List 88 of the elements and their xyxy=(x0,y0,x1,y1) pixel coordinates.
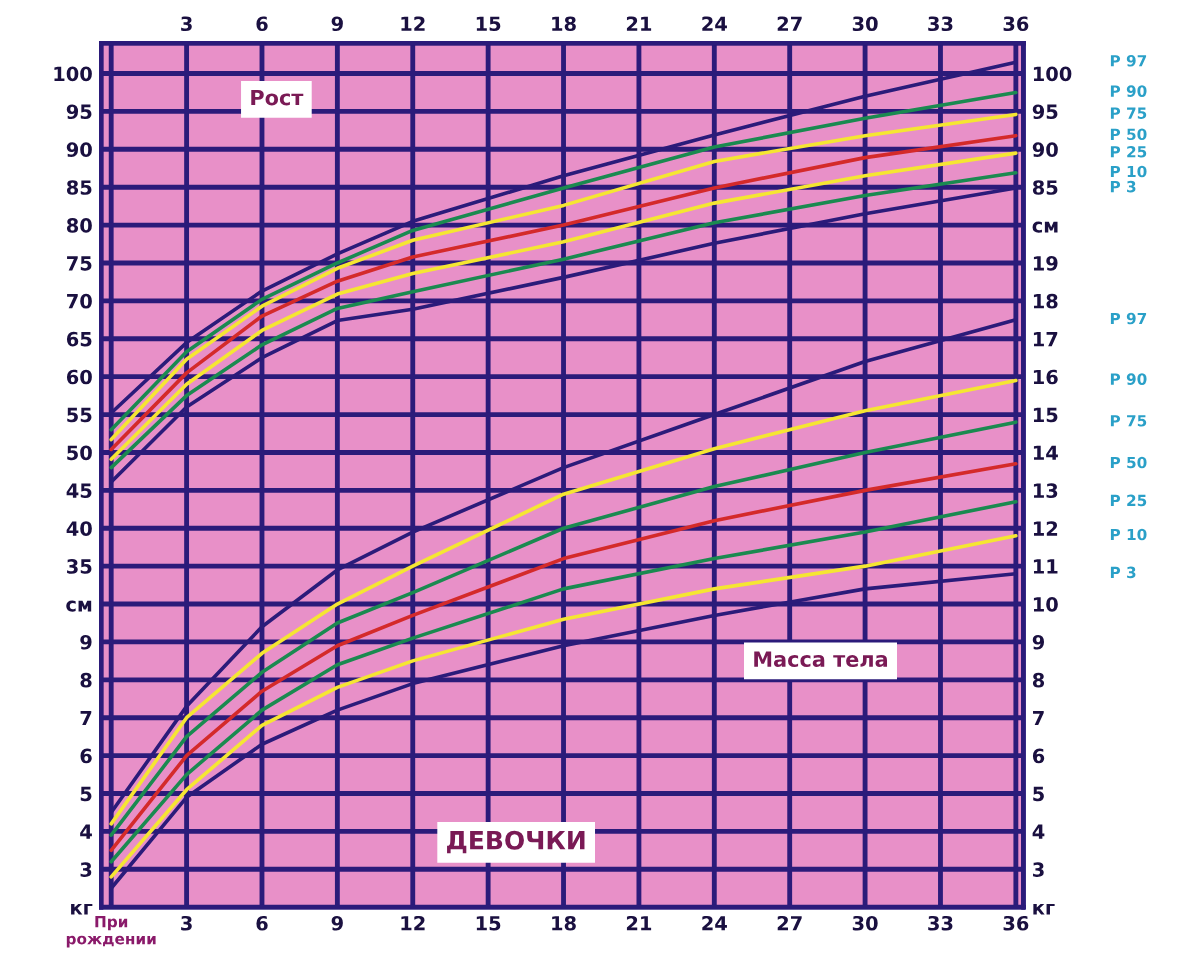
y2-tick-label: 10 xyxy=(1033,597,1058,612)
y2-tick-label: 85 xyxy=(1032,180,1058,195)
y-tick-label: см xyxy=(66,600,92,612)
y2-tick-label: 12 xyxy=(1033,521,1058,536)
y2-tick-label: 17 xyxy=(1033,331,1058,347)
y2-tick-label: 16 xyxy=(1033,369,1058,385)
y-tick-label: 75 xyxy=(67,256,92,271)
x2-tick-label: 24 xyxy=(702,16,727,31)
y-tick-label: 70 xyxy=(67,293,92,309)
y2-tick-label: 95 xyxy=(1032,104,1058,120)
y-tick-label: 45 xyxy=(66,483,92,499)
text: P 75 xyxy=(1110,415,1147,427)
y-tick-label: 80 xyxy=(66,218,92,233)
x2-tick-label: 3 xyxy=(181,16,192,32)
y-tick-label: 40 xyxy=(66,521,92,536)
y-tick-label: 60 xyxy=(66,369,92,385)
text: P 75 xyxy=(1110,107,1147,119)
text: P 90 xyxy=(1110,85,1147,97)
y-tick-label: 9 xyxy=(80,634,92,650)
y-tick-label: 4 xyxy=(80,824,92,839)
y-tick-label: 8 xyxy=(80,672,92,688)
x2-tick-label: 30 xyxy=(852,16,878,32)
annotation: Масса тела xyxy=(754,651,888,667)
text: P 10 xyxy=(1110,165,1147,178)
y-tick-label: 7 xyxy=(80,710,92,726)
text: P 3 xyxy=(1110,180,1136,193)
y2-tick-label: 15 xyxy=(1033,407,1058,423)
y2-tick-label: 90 xyxy=(1032,142,1058,157)
y-tick-label: 5 xyxy=(80,786,92,802)
text: P 90 xyxy=(1110,373,1147,385)
y2-tick-label: 8 xyxy=(1032,672,1045,688)
x-tick-label: 36 xyxy=(1003,915,1029,931)
x-tick-label: 12 xyxy=(401,915,425,931)
text: P 25 xyxy=(1110,145,1147,158)
y-tick-label: 95 xyxy=(66,104,92,120)
text: P 10 xyxy=(1110,528,1147,541)
x2-tick-label: 12 xyxy=(401,16,425,31)
x-tick-label: 30 xyxy=(852,915,878,931)
text: P 50 xyxy=(1110,128,1147,141)
x2-tick-label: 18 xyxy=(552,16,576,32)
x-tick-label: 9 xyxy=(331,915,343,931)
y-tick-label: 6 xyxy=(80,748,92,764)
text: P 50 xyxy=(1110,456,1147,469)
x2-tick-label: 21 xyxy=(626,16,652,31)
y2-tick-label: 3 xyxy=(1033,862,1044,877)
text: P 97 xyxy=(1110,312,1147,325)
x-tick-label: 18 xyxy=(552,915,576,931)
x2-tick-label: 9 xyxy=(331,16,343,32)
y2-tick-label: 100 xyxy=(1033,66,1072,82)
x2-tick-label: 33 xyxy=(928,16,953,32)
y2-tick-label: 4 xyxy=(1032,824,1045,839)
x2-tick-label: 36 xyxy=(1003,16,1029,32)
y2-tick-label: 7 xyxy=(1033,710,1044,726)
x-tick-label: При рождении xyxy=(66,916,156,948)
x-tick-label: 3 xyxy=(181,915,192,931)
y-tick-label: 90 xyxy=(66,142,92,157)
x-tick-label: 15 xyxy=(476,916,501,931)
x2-tick-label: 15 xyxy=(476,16,501,32)
y2-tick-label: 19 xyxy=(1033,255,1058,271)
x-tick-label: 21 xyxy=(626,915,652,931)
y-tick-label: 35 xyxy=(67,559,92,574)
x2-tick-label: 27 xyxy=(777,16,802,31)
x-tick-label: 6 xyxy=(256,915,268,931)
y2-tick-label: 9 xyxy=(1032,634,1045,650)
text: P 25 xyxy=(1110,494,1147,507)
text: P 97 xyxy=(1110,55,1147,67)
y-tick-label: 85 xyxy=(66,180,92,195)
y-tick-label: кг xyxy=(71,903,93,915)
y2-tick-label: 11 xyxy=(1033,559,1058,574)
text: P 3 xyxy=(1110,566,1136,579)
y2-tick-label: 18 xyxy=(1033,293,1058,309)
y2-tick-label: 5 xyxy=(1033,786,1044,802)
y2-tick-label: кг xyxy=(1033,903,1055,915)
x-tick-label: 27 xyxy=(777,915,802,931)
y-tick-label: 55 xyxy=(67,407,92,423)
y-tick-label: 100 xyxy=(54,66,92,82)
annotation: Рост xyxy=(251,89,304,106)
x-tick-label: 24 xyxy=(702,915,727,931)
y-tick-label: 50 xyxy=(67,445,92,461)
y2-tick-label: 13 xyxy=(1033,483,1058,499)
y2-tick-label: см xyxy=(1032,221,1058,233)
annotation: ДЕВОЧКИ xyxy=(447,830,585,854)
y2-tick-label: 6 xyxy=(1032,748,1045,764)
x-tick-label: 33 xyxy=(928,915,953,931)
x2-tick-label: 6 xyxy=(256,16,268,32)
y2-tick-label: 14 xyxy=(1033,445,1058,460)
y-tick-label: 65 xyxy=(66,331,92,347)
y-tick-label: 3 xyxy=(80,862,92,877)
